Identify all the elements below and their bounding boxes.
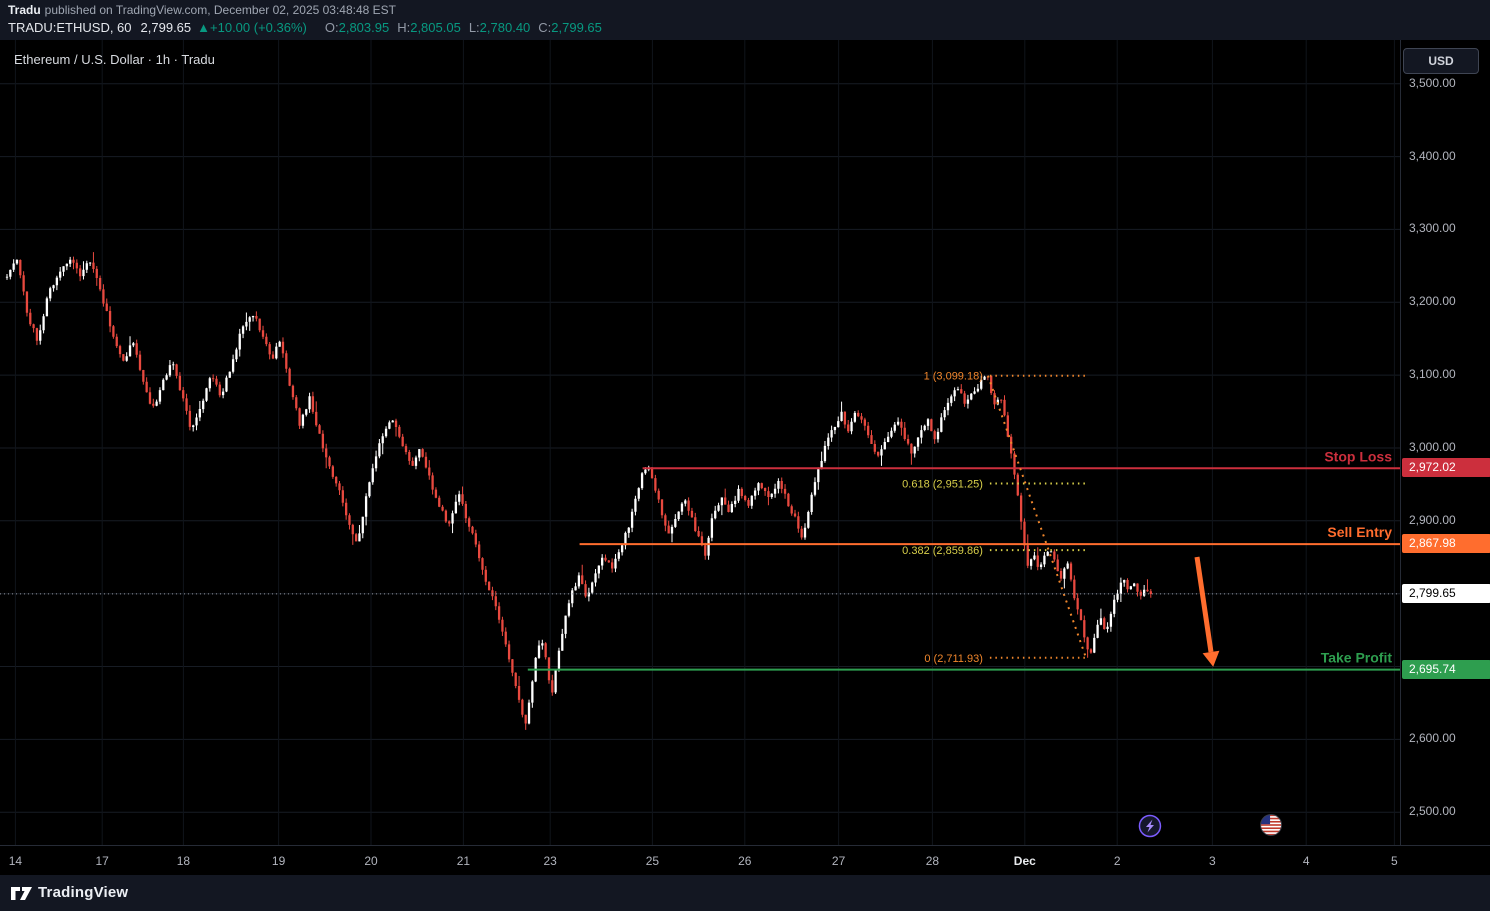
close-label: C: xyxy=(538,20,552,35)
time-tick-Dec: Dec xyxy=(1013,854,1036,868)
time-tick-21: 21 xyxy=(456,854,471,868)
time-tick-23: 23 xyxy=(543,854,557,868)
symbol-info-bar: TRADU:ETHUSD, 60 2,799.65 ▲+10.00 (+0.36%)… xyxy=(8,20,602,35)
time-tick-19: 19 xyxy=(271,854,286,868)
fib-label-0.382: 0.382 (2,859.86) xyxy=(902,545,983,557)
low-label: L: xyxy=(468,20,480,35)
change-up-icon: ▲ xyxy=(197,20,211,35)
price-tick: 3,400.00 xyxy=(1409,148,1456,163)
header-bar: Tradu published on TradingView.com, Decem… xyxy=(0,0,1490,40)
price-tick: 2,900.00 xyxy=(1409,512,1456,527)
time-tick-3: 3 xyxy=(1209,854,1216,868)
time-tick-17: 17 xyxy=(95,854,109,868)
price-tick: 3,000.00 xyxy=(1409,439,1456,454)
price-chart-canvas[interactable]: Stop Loss Sell Entry Take Profit 1 (3,099.1… xyxy=(0,40,1400,845)
symbol-watermark: Ethereum / U.S. Dollar · 1h · Tradu xyxy=(14,52,215,67)
time-tick-26: 26 xyxy=(738,854,752,868)
price-tick: 3,300.00 xyxy=(1409,221,1456,236)
price-tick: 2,500.00 xyxy=(1409,804,1456,819)
price-tick: 3,500.00 xyxy=(1409,75,1456,90)
price-tick: 3,200.00 xyxy=(1409,294,1456,309)
time-tick-14: 14 xyxy=(8,854,23,868)
fib-label-0: 0 (2,711.93) xyxy=(924,653,983,665)
open-value: 2,803.95 xyxy=(338,20,390,35)
publish-details: published on TradingView.com, December 0… xyxy=(44,3,397,17)
sell-direction-arrow-head xyxy=(1202,650,1220,667)
price-change: +10.00 (+0.36%) xyxy=(210,20,307,35)
price-axis[interactable]: 3,500.00 3,400.00 3,300.00 3,200.00 3,100.00… xyxy=(1400,40,1490,845)
close-value: 2,799.65 xyxy=(551,20,602,35)
stop-loss-price-chip: 2,972.02 xyxy=(1402,458,1490,478)
price-tick: 2,600.00 xyxy=(1409,731,1456,746)
time-tick-20: 20 xyxy=(364,854,378,868)
footer-bar: TradingView xyxy=(0,875,1490,911)
publisher-name: Tradu xyxy=(8,3,41,17)
tradingview-brand[interactable]: TradingView xyxy=(38,884,129,901)
fib-trendline[interactable] xyxy=(987,375,1087,659)
time-tick-25: 25 xyxy=(645,854,660,868)
symbol-title[interactable]: TRADU:ETHUSD, 60 xyxy=(8,20,132,35)
us-economic-event-icon[interactable] xyxy=(1260,814,1283,836)
tradingview-logo-icon[interactable] xyxy=(10,884,34,907)
time-tick-4: 4 xyxy=(1302,854,1310,868)
sell-entry-price-chip: 2,867.98 xyxy=(1402,534,1490,554)
high-label: H: xyxy=(397,20,411,35)
fib-label-0.618: 0.618 (2,951.25) xyxy=(902,479,983,491)
time-tick-28: 28 xyxy=(925,854,940,868)
last-price: 2,799.65 xyxy=(140,20,192,35)
low-value: 2,780.40 xyxy=(479,20,531,35)
sell-direction-arrow[interactable] xyxy=(1194,556,1214,653)
vertical-gridlines xyxy=(14,40,1395,845)
currency-toggle-button[interactable]: USD xyxy=(1403,48,1479,74)
fib-label-1: 1 (3,099.18) xyxy=(924,371,983,383)
time-tick-27: 27 xyxy=(831,854,846,868)
stop-loss-label[interactable]: Stop Loss xyxy=(1324,448,1392,464)
publish-info: Tradu published on TradingView.com, Decem… xyxy=(8,3,396,17)
current-price-chip: 2,799.65 xyxy=(1402,583,1490,603)
crypto-event-icon[interactable] xyxy=(1138,814,1162,838)
high-value: 2,805.05 xyxy=(410,20,461,35)
sell-entry-label[interactable]: Sell Entry xyxy=(1327,524,1392,540)
take-profit-price-chip: 2,695.74 xyxy=(1402,659,1490,679)
open-label: O: xyxy=(324,20,339,35)
time-tick-18: 18 xyxy=(176,854,191,868)
horizontal-gridlines xyxy=(0,83,1400,813)
time-tick-5: 5 xyxy=(1391,854,1398,868)
time-axis[interactable]: 14 17 18 19 20 21 23 25 26 27 28 Dec 2 3 4 5 xyxy=(0,845,1490,875)
price-tick: 3,100.00 xyxy=(1409,367,1456,382)
take-profit-label[interactable]: Take Profit xyxy=(1321,650,1393,666)
time-tick-2: 2 xyxy=(1113,854,1121,868)
chart-region: Stop Loss Sell Entry Take Profit 1 (3,099.1… xyxy=(0,40,1490,875)
